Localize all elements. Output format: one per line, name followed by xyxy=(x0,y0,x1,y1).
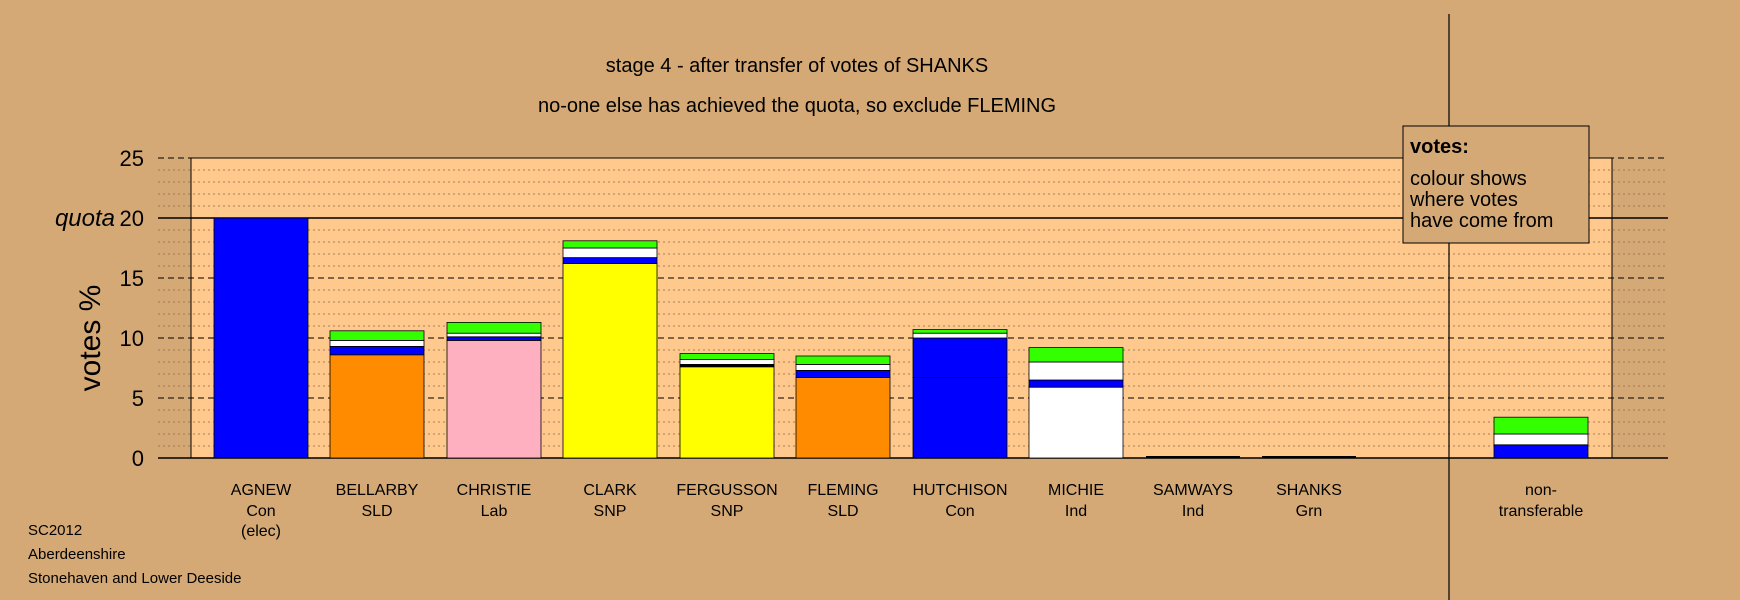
x-label-note: (elec) xyxy=(241,523,281,540)
x-label-candidate: CLARK xyxy=(583,482,637,499)
bar-bellarby-segment xyxy=(329,345,425,356)
legend-title: votes: xyxy=(1410,136,1469,158)
bar-nontransferable-segment xyxy=(1493,416,1589,435)
x-label-party: Lab xyxy=(481,503,508,520)
y-tick-label: 10 xyxy=(120,326,144,351)
x-label-candidate: SHANKS xyxy=(1276,482,1342,499)
x-label-nontransferable: transferable xyxy=(1499,503,1584,520)
x-label-candidate: BELLARBY xyxy=(336,482,419,499)
legend-box xyxy=(1402,125,1590,244)
bar-fergusson-segment xyxy=(679,366,775,459)
bar-fleming-segment xyxy=(795,363,891,371)
x-label-party: Con xyxy=(945,503,974,520)
bar-christie-segment xyxy=(446,336,542,341)
x-label-party: SNP xyxy=(594,503,627,520)
chart-subtitle: no-one else has achieved the quota, so e… xyxy=(538,95,1056,117)
x-label-candidate: MICHIE xyxy=(1048,482,1104,499)
x-label-party: Ind xyxy=(1182,503,1204,520)
footer-election: SC2012 xyxy=(28,522,83,539)
y-axis-label: votes % xyxy=(74,285,107,392)
footer-ward: Stonehaven and Lower Deeside xyxy=(28,570,242,587)
bar-bellarby-segment xyxy=(329,354,425,459)
y-tick-label: 0 xyxy=(132,446,144,471)
y-tick-label: 15 xyxy=(120,266,144,291)
footer-council: Aberdeenshire xyxy=(28,546,126,563)
bar-fleming-segment xyxy=(795,377,891,459)
legend-line: have come from xyxy=(1410,210,1553,232)
bar-christie-segment xyxy=(446,339,542,459)
y-tick-label: 25 xyxy=(120,146,144,171)
bar-nontransferable-segment xyxy=(1493,444,1589,459)
x-label-candidate: SAMWAYS xyxy=(1153,482,1233,499)
x-label-party: SLD xyxy=(361,503,392,520)
bar-fergusson-segment xyxy=(679,359,775,365)
bar-christie-segment xyxy=(446,321,542,334)
x-label-party: SNP xyxy=(711,503,744,520)
x-label-candidate: FLEMING xyxy=(807,482,878,499)
x-label-candidate: AGNEW xyxy=(231,482,292,499)
x-label-party: SLD xyxy=(827,503,858,520)
x-label-party: Con xyxy=(246,503,275,520)
bar-michie-segment xyxy=(1028,379,1124,388)
x-label-party: Grn xyxy=(1296,503,1323,520)
bar-hutchison-segment xyxy=(912,332,1008,339)
bar-hutchison-segment xyxy=(912,377,1008,459)
bar-christie-segment xyxy=(446,332,542,338)
x-label-candidate: CHRISTIE xyxy=(457,482,532,499)
bar-michie-segment xyxy=(1028,386,1124,459)
bar-fleming-segment xyxy=(795,355,891,365)
bar-hutchison-segment xyxy=(912,329,1008,334)
bar-nontransferable-segment xyxy=(1493,433,1589,446)
x-label-candidate: HUTCHISON xyxy=(912,482,1007,499)
bar-clark-segment xyxy=(562,247,658,259)
quota-label: quota xyxy=(55,205,115,232)
bar-michie-segment xyxy=(1028,347,1124,363)
legend-line: where votes xyxy=(1409,189,1518,211)
bar-fleming-segment xyxy=(795,369,891,378)
bar-clark-segment xyxy=(562,257,658,265)
bar-bellarby-segment xyxy=(329,330,425,341)
legend-line: colour shows xyxy=(1410,168,1527,190)
y-tick-label: 5 xyxy=(132,386,144,411)
bar-hutchison-segment xyxy=(912,337,1008,378)
plot-area xyxy=(190,157,1613,459)
bar-michie-segment xyxy=(1028,361,1124,381)
x-label-nontransferable: non- xyxy=(1525,482,1557,499)
bar-clark-segment xyxy=(562,263,658,459)
y-tick-label: 20 xyxy=(120,206,144,231)
x-label-party: Ind xyxy=(1065,503,1087,520)
chart-title: stage 4 - after transfer of votes of SHA… xyxy=(606,55,988,77)
bar-clark-segment xyxy=(562,240,658,249)
bar-bellarby-segment xyxy=(329,339,425,347)
bar-agnew-segment xyxy=(213,217,309,459)
bar-fergusson-segment xyxy=(679,353,775,361)
x-label-candidate: FERGUSSON xyxy=(676,482,777,499)
